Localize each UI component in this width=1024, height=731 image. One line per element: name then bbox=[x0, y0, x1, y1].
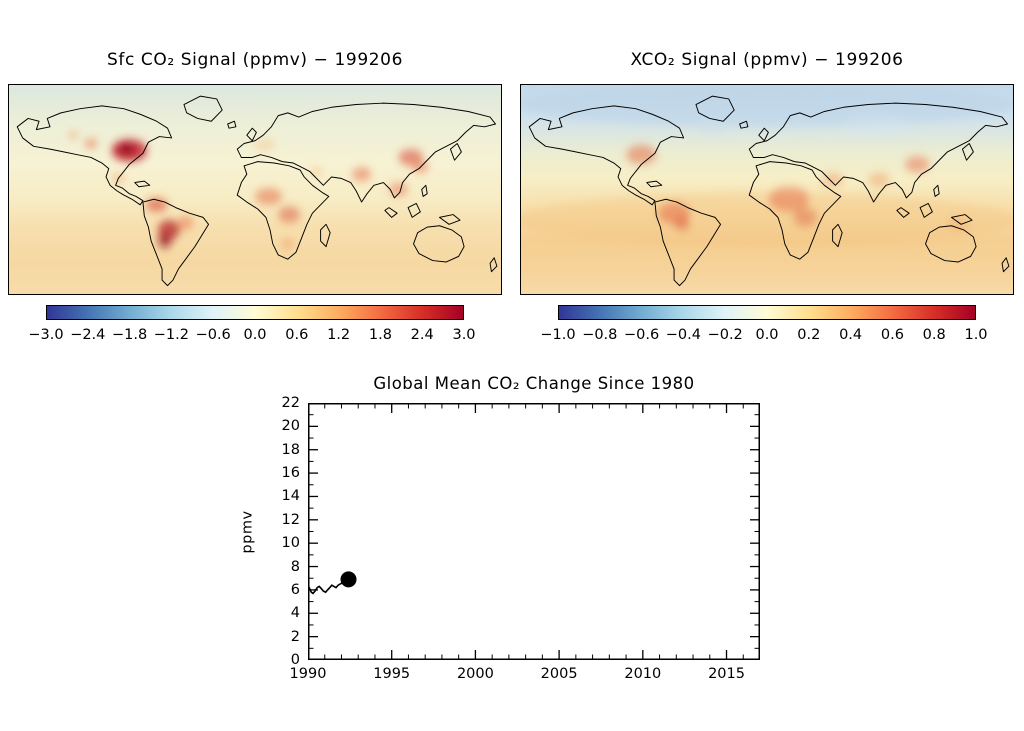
xco2-map-title: XCO₂ Signal (ppmv) − 199206 bbox=[630, 50, 904, 70]
colorbar-tick-label: 0.0 bbox=[243, 327, 267, 343]
map-background bbox=[9, 85, 501, 294]
ytick-label: 14 bbox=[281, 488, 300, 505]
ytick-label: 8 bbox=[290, 558, 300, 575]
ytick-label: 4 bbox=[290, 605, 300, 622]
colorbar-tick-label: 2.4 bbox=[410, 327, 434, 343]
timeseries-ytick-labels: 0 2 4 6 8 10 12 14 16 18 20 22 bbox=[260, 395, 300, 668]
xco2-map bbox=[520, 84, 1014, 295]
timeseries-ylabel: ppmv bbox=[236, 403, 260, 660]
ytick-label: 6 bbox=[290, 581, 300, 598]
xtick-label: 2010 bbox=[624, 666, 662, 682]
colorbar-tick-label: 0.6 bbox=[285, 327, 309, 343]
xtick-label: 1990 bbox=[289, 666, 327, 682]
current-month-marker bbox=[340, 571, 357, 588]
colorbar-tick-label: 0.6 bbox=[880, 327, 904, 343]
colorbar-tick-label: −3.0 bbox=[28, 327, 64, 343]
ytick-label: 22 bbox=[281, 395, 300, 411]
plot-frame bbox=[308, 403, 760, 660]
ytick-label: 12 bbox=[281, 511, 300, 528]
colorbar-tick-label: −1.2 bbox=[153, 327, 189, 343]
ytick-label: 20 bbox=[281, 418, 300, 435]
sfc-co2-map-svg bbox=[9, 85, 501, 294]
xco2-map-svg bbox=[521, 85, 1013, 294]
ytick-label: 16 bbox=[281, 465, 300, 482]
colorbar-tick-label: 0.2 bbox=[797, 327, 821, 343]
xtick-label: 2015 bbox=[708, 666, 745, 682]
colorbar-tick-label: 1.2 bbox=[327, 327, 351, 343]
sfc-co2-map bbox=[8, 84, 502, 295]
ytick-label: 10 bbox=[281, 535, 300, 552]
co2-signal-hotspots bbox=[67, 130, 429, 250]
colorbar-tick-label: −0.6 bbox=[195, 327, 231, 343]
colorbar-tick-label: −1.8 bbox=[111, 327, 148, 343]
xtick-label: 2000 bbox=[456, 666, 494, 682]
sfc-co2-map-title: Sfc CO₂ Signal (ppmv) − 199206 bbox=[106, 50, 404, 70]
xco2-colorbar-tick-labels: −1.0 −0.8 −0.6 −0.4 −0.2 0.0 0.2 0.4 0.6 0.8 1.0 bbox=[540, 327, 987, 347]
xco2-signal-hotspots bbox=[521, 85, 1013, 249]
ytick-label: 2 bbox=[290, 628, 300, 645]
timeseries-xtick-labels: 1990 1995 2000 2005 2010 2015 bbox=[290, 666, 760, 686]
colorbar-tick-label: −0.2 bbox=[707, 327, 743, 343]
timeseries-title: Global Mean CO₂ Change Since 1980 bbox=[373, 374, 695, 393]
colorbar-tick-label: 0.8 bbox=[922, 327, 946, 343]
colorbar-tick-label: 1.8 bbox=[368, 327, 392, 343]
colorbar-tick-label: −0.4 bbox=[665, 327, 701, 343]
sfc-co2-colorbar bbox=[46, 305, 464, 320]
colorbar-tick-label: −2.4 bbox=[70, 327, 106, 343]
xco2-colorbar bbox=[558, 305, 976, 320]
sfc-co2-colorbar-tick-labels: −3.0 −2.4 −1.8 −1.2 −0.6 0.0 0.6 1.2 1.8 2.4 3.0 bbox=[28, 327, 475, 347]
xtick-label: 1995 bbox=[373, 666, 411, 682]
xtick-label: 2005 bbox=[540, 666, 578, 682]
colorbar-tick-label: −1.0 bbox=[540, 327, 576, 343]
timeseries-plot bbox=[308, 403, 760, 660]
ytick-label: 0 bbox=[290, 652, 300, 668]
colorbar-tick-label: −0.8 bbox=[582, 327, 618, 343]
colorbar-tick-label: −0.6 bbox=[623, 327, 660, 343]
colorbar-tick-label: 3.0 bbox=[452, 327, 476, 343]
timeseries-ylabel-text: ppmv bbox=[240, 509, 256, 554]
ytick-label: 18 bbox=[281, 441, 300, 458]
colorbar-tick-label: 0.0 bbox=[755, 327, 779, 343]
colorbar-tick-label: 1.0 bbox=[964, 327, 988, 343]
colorbar-tick-label: 0.4 bbox=[839, 327, 863, 343]
